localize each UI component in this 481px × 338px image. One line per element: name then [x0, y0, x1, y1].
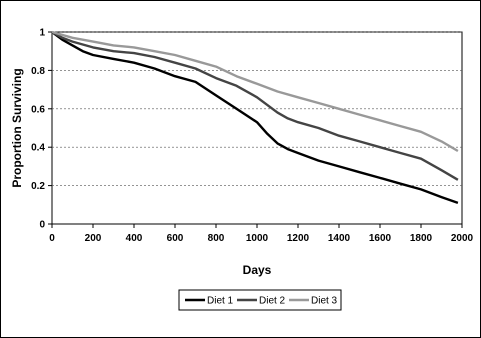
x-tick-label: 0: [49, 233, 55, 244]
x-tick-label: 1800: [410, 233, 433, 244]
legend-label-diet-3: Diet 3: [311, 296, 338, 307]
legend-box: [178, 289, 342, 311]
legend-label-diet-1: Diet 1: [207, 296, 234, 307]
y-tick-label: 1: [39, 28, 45, 39]
x-axis-title: Days: [243, 263, 272, 277]
y-tick-label: 0.2: [31, 181, 45, 192]
x-tick-label: 600: [167, 233, 184, 244]
y-tick-label: 0.8: [31, 66, 45, 77]
x-tick-label: 1600: [369, 233, 392, 244]
y-axis-title: Proportion Surviving: [10, 68, 24, 187]
y-tick-label: 0.6: [31, 104, 45, 115]
x-tick-label: 800: [208, 233, 225, 244]
x-tick-label: 400: [126, 233, 143, 244]
plot-area: [51, 31, 463, 225]
series-line-diet-3: [51, 30, 459, 153]
y-tick-label: 0.4: [31, 143, 45, 154]
y-tick-label: 0: [39, 220, 45, 231]
x-tick-label: 200: [85, 233, 102, 244]
legend-label-diet-2: Diet 2: [259, 296, 286, 307]
series-line-diet-1: [51, 31, 459, 205]
x-tick-label: 1200: [287, 233, 310, 244]
x-tick-label: 1000: [246, 233, 269, 244]
series-line-diet-2: [51, 30, 459, 181]
x-tick-label: 2000: [451, 233, 474, 244]
x-tick-label: 1400: [328, 233, 351, 244]
